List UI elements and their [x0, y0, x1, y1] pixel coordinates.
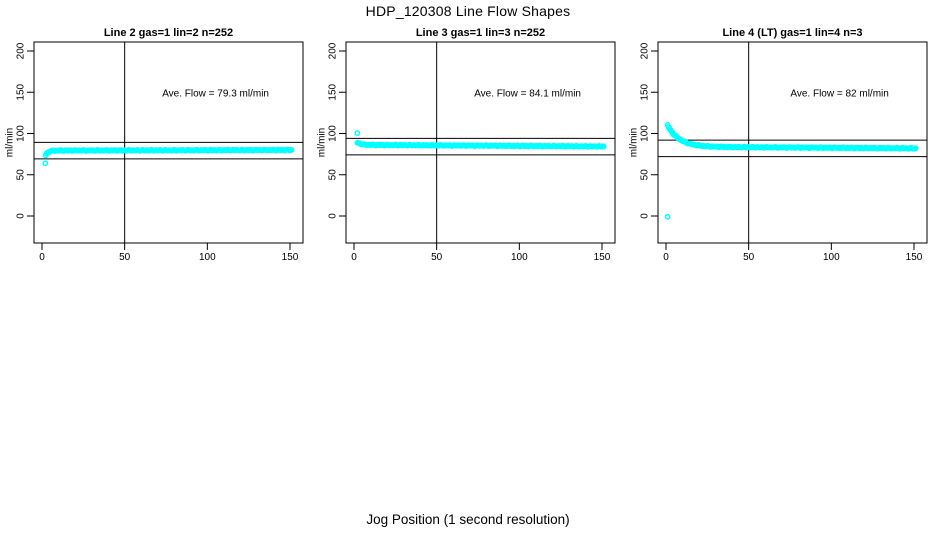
svg-text:0: 0: [39, 252, 45, 263]
panel-line2-svg: Line 2 gas=1 lin=2 n=252 0 50 100 150 200 0 50 1…: [5, 27, 304, 263]
svg-text:100: 100: [823, 252, 840, 263]
svg-text:ml/min: ml/min: [317, 128, 328, 157]
svg-text:50: 50: [119, 252, 131, 263]
svg-text:Line 3 gas=1 lin=3 n=252: Line 3 gas=1 lin=3 n=252: [416, 27, 545, 39]
svg-text:50: 50: [16, 169, 27, 181]
svg-text:150: 150: [906, 252, 923, 263]
x-axis-label: Jog Position (1 second resolution): [366, 512, 570, 527]
panel-line3-chart: Line 3 gas=1 lin=3 n=252 0 50 100 150 200 0 50 1…: [312, 0, 624, 270]
figure-title: HDP_120308 Line Flow Shapes: [365, 3, 571, 19]
svg-text:0: 0: [16, 213, 27, 219]
svg-text:50: 50: [431, 252, 443, 263]
svg-text:150: 150: [328, 83, 339, 100]
svg-text:50: 50: [328, 169, 339, 181]
svg-text:200: 200: [328, 42, 339, 59]
svg-text:0: 0: [663, 252, 669, 263]
svg-text:0: 0: [328, 213, 339, 219]
svg-text:Line 4 (LT) gas=1 lin=4 n=3: Line 4 (LT) gas=1 lin=4 n=3: [722, 27, 862, 39]
svg-text:100: 100: [199, 252, 216, 263]
svg-text:200: 200: [640, 42, 651, 59]
svg-text:100: 100: [328, 125, 339, 142]
svg-text:100: 100: [640, 125, 651, 142]
svg-text:150: 150: [282, 252, 299, 263]
svg-text:50: 50: [743, 252, 755, 263]
svg-text:ml/min: ml/min: [629, 128, 640, 157]
svg-text:0: 0: [351, 252, 357, 263]
svg-text:50: 50: [640, 169, 651, 181]
panels-row: Line 2 gas=1 lin=2 n=252 0 50 100 150 200 0 50 1…: [0, 0, 936, 270]
svg-text:150: 150: [16, 83, 27, 100]
panel-line4-chart: Line 4 (LT) gas=1 lin=4 n=3 0 50 100 150 200 0…: [624, 0, 936, 270]
svg-text:ml/min: ml/min: [5, 128, 16, 157]
svg-text:150: 150: [594, 252, 611, 263]
svg-text:Line 2 gas=1 lin=2 n=252: Line 2 gas=1 lin=2 n=252: [104, 27, 233, 39]
svg-text:Ave. Flow = 82 ml/min: Ave. Flow = 82 ml/min: [790, 88, 888, 99]
svg-text:150: 150: [640, 83, 651, 100]
svg-text:200: 200: [16, 42, 27, 59]
panel-line4-svg: Line 4 (LT) gas=1 lin=4 n=3 0 50 100 150 200 0…: [629, 27, 928, 263]
panel-line3-svg: Line 3 gas=1 lin=3 n=252 0 50 100 150 200 0 50 1…: [317, 27, 616, 263]
svg-text:100: 100: [511, 252, 528, 263]
svg-text:0: 0: [640, 213, 651, 219]
panel-line2-chart: Line 2 gas=1 lin=2 n=252 0 50 100 150 200 0 50 1…: [0, 0, 312, 270]
svg-text:Ave. Flow = 79.3 ml/min: Ave. Flow = 79.3 ml/min: [162, 88, 269, 99]
svg-text:100: 100: [16, 125, 27, 142]
svg-text:Ave. Flow = 84.1 ml/min: Ave. Flow = 84.1 ml/min: [474, 88, 581, 99]
